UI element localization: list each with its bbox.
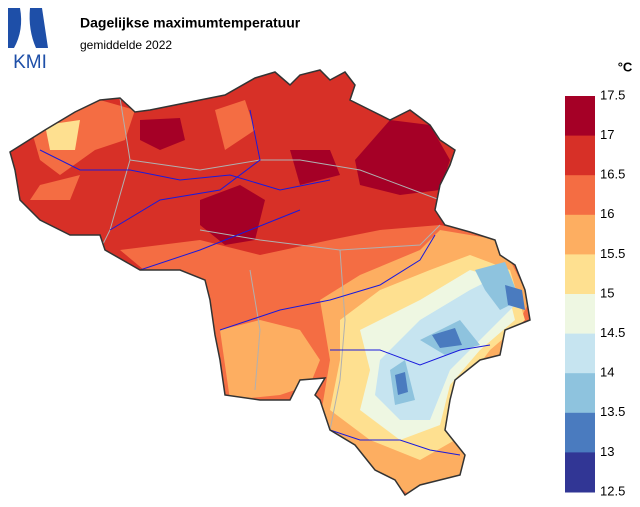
legend-tick-label: 16: [600, 206, 614, 221]
river: [330, 344, 491, 366]
legend-tick-label: 14.5: [600, 325, 625, 340]
river: [39, 149, 331, 191]
river: [109, 109, 261, 231]
legend-swatch: [565, 214, 595, 255]
legend: °C 17.5 17 16.5 16 15.5 15 14.5 14 13.5 13 12.5: [565, 59, 633, 498]
river: [219, 234, 436, 331]
logo-shape: [8, 8, 48, 48]
legend-swatch: [565, 135, 595, 176]
region: [432, 328, 462, 348]
region: [290, 150, 340, 185]
legend-tick-label: 13.5: [600, 404, 625, 419]
legend-tick-label: 17.5: [600, 87, 625, 102]
region: [140, 118, 185, 150]
legend-tick-label: 16.5: [600, 167, 625, 182]
legend-swatch: [565, 412, 595, 453]
legend-swatch: [565, 333, 595, 374]
region: [30, 175, 80, 200]
legend-swatch: [565, 373, 595, 414]
legend-tick-label: 15: [600, 285, 614, 300]
border: [249, 269, 261, 391]
legend-swatch: [565, 294, 595, 335]
border: [99, 97, 131, 251]
legend-swatch: [565, 175, 595, 216]
region: [220, 320, 320, 400]
legend-tick-label: 17: [600, 127, 614, 142]
legend-swatch: [565, 96, 595, 137]
legend-tick-label: 14: [600, 365, 614, 380]
region: [505, 285, 525, 310]
legend-tick-label: 12.5: [600, 483, 625, 498]
subtitle: gemiddelde 2022: [80, 38, 172, 52]
river: [329, 429, 461, 456]
legend-swatch: [565, 254, 595, 295]
legend-swatch: [565, 452, 595, 493]
region: [45, 120, 80, 150]
river: [139, 209, 301, 271]
logo-text: KMI: [13, 52, 47, 73]
border: [129, 159, 441, 201]
legend-unit: °C: [618, 59, 633, 74]
legend-tick-label: 13: [600, 444, 614, 459]
title: Dagelijkse maximumtemperatuur: [80, 15, 301, 31]
rivers: [39, 109, 491, 456]
region: [215, 100, 255, 150]
temperature-map: [10, 70, 530, 495]
region: [395, 372, 408, 395]
logo: KMI: [8, 8, 48, 73]
region: [355, 120, 450, 195]
legend-tick-label: 15.5: [600, 246, 625, 261]
